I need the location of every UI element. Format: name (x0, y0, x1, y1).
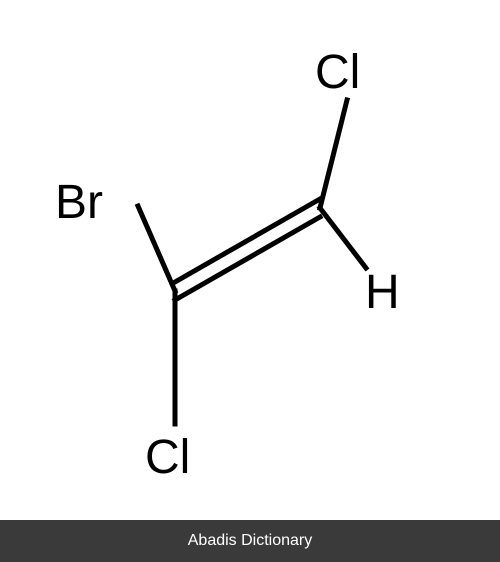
bond-c1-c2-double-lower (175, 217, 320, 300)
bond-c2-cl (320, 100, 347, 208)
molecule-diagram: Cl Br H Cl (0, 0, 500, 520)
bond-c2-h (320, 208, 366, 268)
atom-label-cl-top: Cl (315, 45, 360, 100)
bond-c1-br (138, 206, 175, 291)
caption-bar: Abadis Dictionary (0, 520, 500, 562)
molecule-svg (0, 0, 500, 520)
atom-label-br: Br (55, 175, 103, 230)
bond-c1-c2-double-upper (175, 199, 320, 282)
caption-text: Abadis Dictionary (188, 532, 313, 550)
atom-label-h: H (365, 265, 400, 320)
atom-label-cl-bottom: Cl (145, 430, 190, 485)
